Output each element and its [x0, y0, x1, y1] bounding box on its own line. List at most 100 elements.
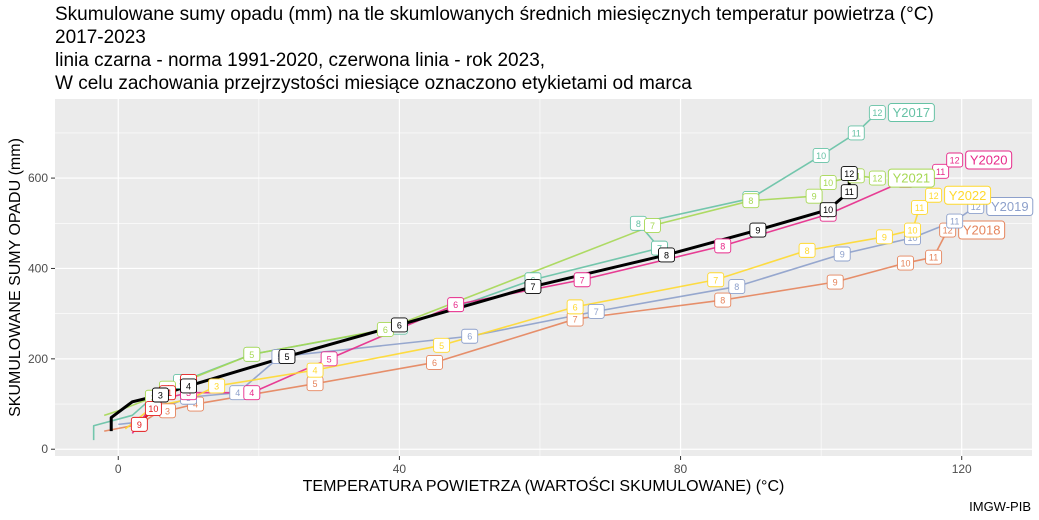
month-label-box	[278, 349, 296, 365]
series-end-label-box	[944, 185, 992, 205]
month-label-box	[208, 378, 226, 394]
month-label-text: 5	[313, 379, 318, 389]
month-label-text: 4	[193, 400, 198, 410]
month-label: 11	[847, 125, 865, 141]
month-label-text: 8	[664, 250, 669, 260]
month-label-box	[524, 279, 542, 294]
month-label-box	[819, 202, 837, 218]
month-label-text: 4	[313, 366, 318, 376]
chart-title: Skumulowane sumy opadu (mm) na tle skuml…	[55, 3, 934, 95]
month-label-text: 7	[650, 221, 655, 231]
month-label-text: 11	[915, 203, 924, 213]
month-label-text: 10	[900, 259, 910, 269]
month-label: 12	[868, 170, 886, 186]
month-label-box	[904, 222, 921, 238]
month-label-text: 9	[812, 192, 817, 202]
y-tick-label: 600	[28, 171, 48, 185]
month-label: 10	[144, 401, 162, 417]
month-label-box	[566, 299, 584, 315]
month-label-box	[840, 184, 858, 200]
month-label-text: 9	[833, 278, 838, 288]
y-axis-label: SKUMULOWANE SUMY OPADU (mm)	[7, 138, 24, 417]
month-label: 12	[840, 166, 858, 182]
month-label-text: 6	[467, 332, 472, 342]
axes: 0 40 80 120 0 200 400 600	[28, 171, 972, 476]
month-label-text: 8	[805, 246, 810, 256]
month-label: 6	[566, 299, 584, 315]
month-label-box	[243, 346, 261, 362]
month-label: 11	[840, 184, 858, 200]
month-label-text: 12	[950, 156, 960, 166]
series-end-label-text: Y2022	[949, 188, 987, 203]
month-label-text: 11	[845, 187, 854, 197]
month-label: 7	[524, 279, 542, 294]
month-label-box	[658, 247, 675, 263]
month-label-text: 12	[943, 226, 953, 236]
month-label-box	[749, 222, 767, 238]
month-label-text: 12	[872, 174, 882, 184]
month-label-text: 8	[734, 282, 739, 292]
month-label-box	[461, 328, 479, 344]
month-label-text: 10	[823, 178, 833, 188]
series-end-label: Y2020	[965, 150, 1013, 170]
month-label-text: 5	[439, 341, 444, 351]
month-label: 4	[243, 385, 261, 401]
month-label-text: 9	[755, 226, 760, 236]
month-label: 6	[447, 297, 465, 313]
month-label-box	[433, 337, 451, 353]
series-end-label: Y2018	[958, 220, 1006, 240]
month-label-text: 5	[327, 354, 332, 364]
month-label: 10	[819, 175, 837, 191]
month-label: 11	[925, 249, 943, 265]
month-label-box	[714, 292, 732, 308]
month-label-box	[805, 188, 823, 204]
month-label-text: 11	[929, 253, 938, 263]
month-label-text: 6	[453, 300, 458, 310]
month-label: 8	[798, 242, 816, 258]
month-label-text: 8	[636, 219, 641, 229]
series-end-label-text: Y2017	[893, 105, 931, 120]
x-tick-label: 120	[952, 462, 972, 476]
month-label: 8	[728, 279, 746, 294]
month-label-text: 4	[249, 388, 254, 398]
month-label-text: 6	[573, 302, 578, 312]
month-label-text: 7	[573, 315, 578, 325]
series-end-label-text: Y2020	[970, 153, 1008, 168]
month-label-box	[911, 200, 928, 215]
month-label-text: 10	[148, 404, 158, 414]
month-label-box	[742, 193, 760, 209]
month-label-box	[243, 385, 261, 401]
month-label-text: 6	[383, 325, 388, 335]
month-label: 8	[742, 193, 760, 209]
month-label-box	[180, 378, 197, 394]
series-end-label: Y2022	[944, 185, 992, 205]
month-label-box	[447, 297, 465, 313]
month-label: 10	[819, 202, 837, 218]
month-label: 6	[461, 328, 479, 344]
month-label-text: 8	[720, 296, 725, 306]
x-axis-label: TEMPERATURA POWIETRZA (WARTOŚCI SKUMULOW…	[303, 476, 785, 495]
month-label-text: 3	[158, 390, 163, 400]
month-label-box	[868, 170, 886, 186]
month-label: 9	[805, 188, 823, 204]
series-end-label: Y2017	[887, 103, 935, 123]
month-label-text: 8	[720, 241, 725, 251]
month-label-box	[714, 238, 732, 254]
series-end-label-box	[986, 197, 1034, 217]
month-label: 8	[658, 247, 675, 263]
month-label: 6	[426, 355, 444, 370]
month-label-text: 7	[580, 275, 585, 285]
month-label-box	[946, 152, 964, 168]
month-label-box	[728, 279, 746, 294]
month-label: 9	[130, 416, 148, 432]
series-end-label-box	[887, 168, 935, 188]
month-label-box	[946, 213, 964, 229]
month-label: 11	[932, 163, 950, 179]
month-label-text: 4	[186, 381, 191, 391]
month-label: 8	[629, 215, 647, 231]
series-end-label-box	[965, 150, 1013, 170]
month-label-text: 11	[936, 167, 945, 177]
title-line-3: linia czarna - norma 1991-2020, czerwona…	[55, 50, 546, 71]
series-end-label-text: Y2018	[963, 223, 1001, 238]
x-tick-label: 40	[393, 462, 407, 476]
